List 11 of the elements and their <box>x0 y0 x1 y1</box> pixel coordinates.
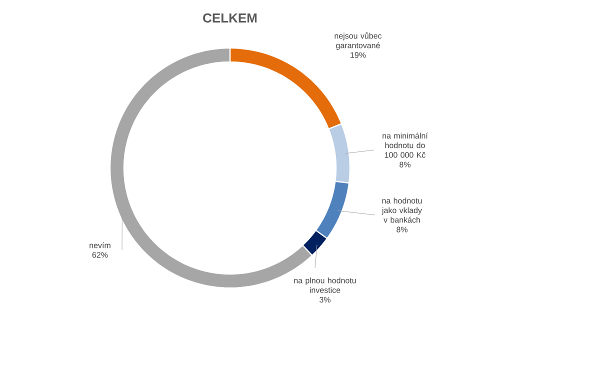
slice-label: nejsou vůbec garantované <box>334 32 382 50</box>
slice-label: nevím <box>90 242 110 248</box>
data-label: 3% <box>320 296 330 303</box>
chart-title: CELKEM <box>203 13 257 23</box>
data-label: 62% <box>92 252 108 258</box>
data-label: 8% <box>400 162 410 168</box>
data-label: 8% <box>396 226 408 232</box>
data-label: 19% <box>350 52 366 58</box>
slice-label: na hodnotu jako vklady v bankách <box>382 198 422 223</box>
slice-label: na minimální hodnotu do 100 000 Kč <box>382 132 428 158</box>
slice-label: na plnou hodnotu investice <box>294 277 356 293</box>
